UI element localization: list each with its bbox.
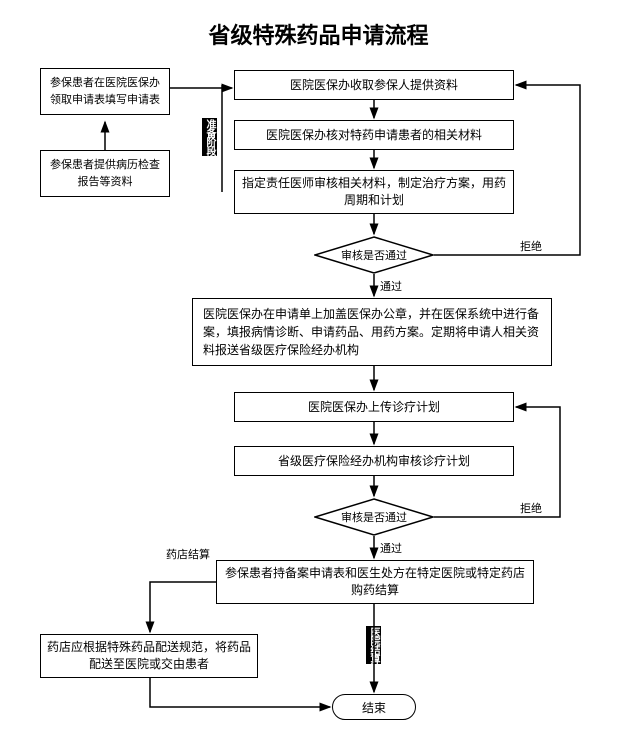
node-end: 结束: [332, 694, 416, 720]
decision-review-pass-label: 审核是否通过: [341, 247, 407, 263]
label-hospital-settle: 医院结算: [366, 626, 381, 664]
note-patient-docs: 参保患者提供病历检查报告等资料: [40, 150, 170, 197]
label-pass2: 通过: [380, 540, 402, 556]
label-prep-stage: 准备阶段: [202, 118, 217, 156]
decision-review-pass: 审核是否通过: [314, 236, 434, 274]
note-patient-form: 参保患者在医院医保办领取申请表填写申请表: [40, 68, 170, 115]
label-reject2: 拒绝: [520, 500, 542, 516]
label-pharmacy-settle: 药店结算: [166, 546, 210, 562]
node-pharmacy-deliver: 药店应根据特殊药品配送规范，将药品配送至医院或交由患者: [40, 634, 258, 678]
page-title: 省级特殊药品申请流程: [0, 18, 637, 50]
node-purchase: 参保患者持备案申请表和医生处方在特定医院或特定药店购药结算: [216, 560, 534, 604]
decision-plan-pass: 审核是否通过: [314, 498, 434, 536]
node-provincial-review: 省级医疗保险经办机构审核诊疗计划: [234, 446, 514, 476]
node-collect-docs: 医院医保办收取参保人提供资料: [234, 70, 514, 100]
label-pass1: 通过: [380, 278, 402, 294]
node-doctor-review: 指定责任医师审核相关材料，制定治疗方案，用药周期和计划: [234, 170, 514, 214]
node-upload-plan: 医院医保办上传诊疗计划: [234, 392, 514, 422]
node-stamp-report: 医院医保办在申请单上加盖医保办公章，并在医保系统中进行备案，填报病情诊断、申请药…: [192, 298, 552, 366]
decision-plan-pass-label: 审核是否通过: [341, 509, 407, 525]
label-reject1: 拒绝: [520, 238, 542, 254]
node-verify-docs: 医院医保办核对特药申请患者的相关材料: [234, 120, 514, 150]
